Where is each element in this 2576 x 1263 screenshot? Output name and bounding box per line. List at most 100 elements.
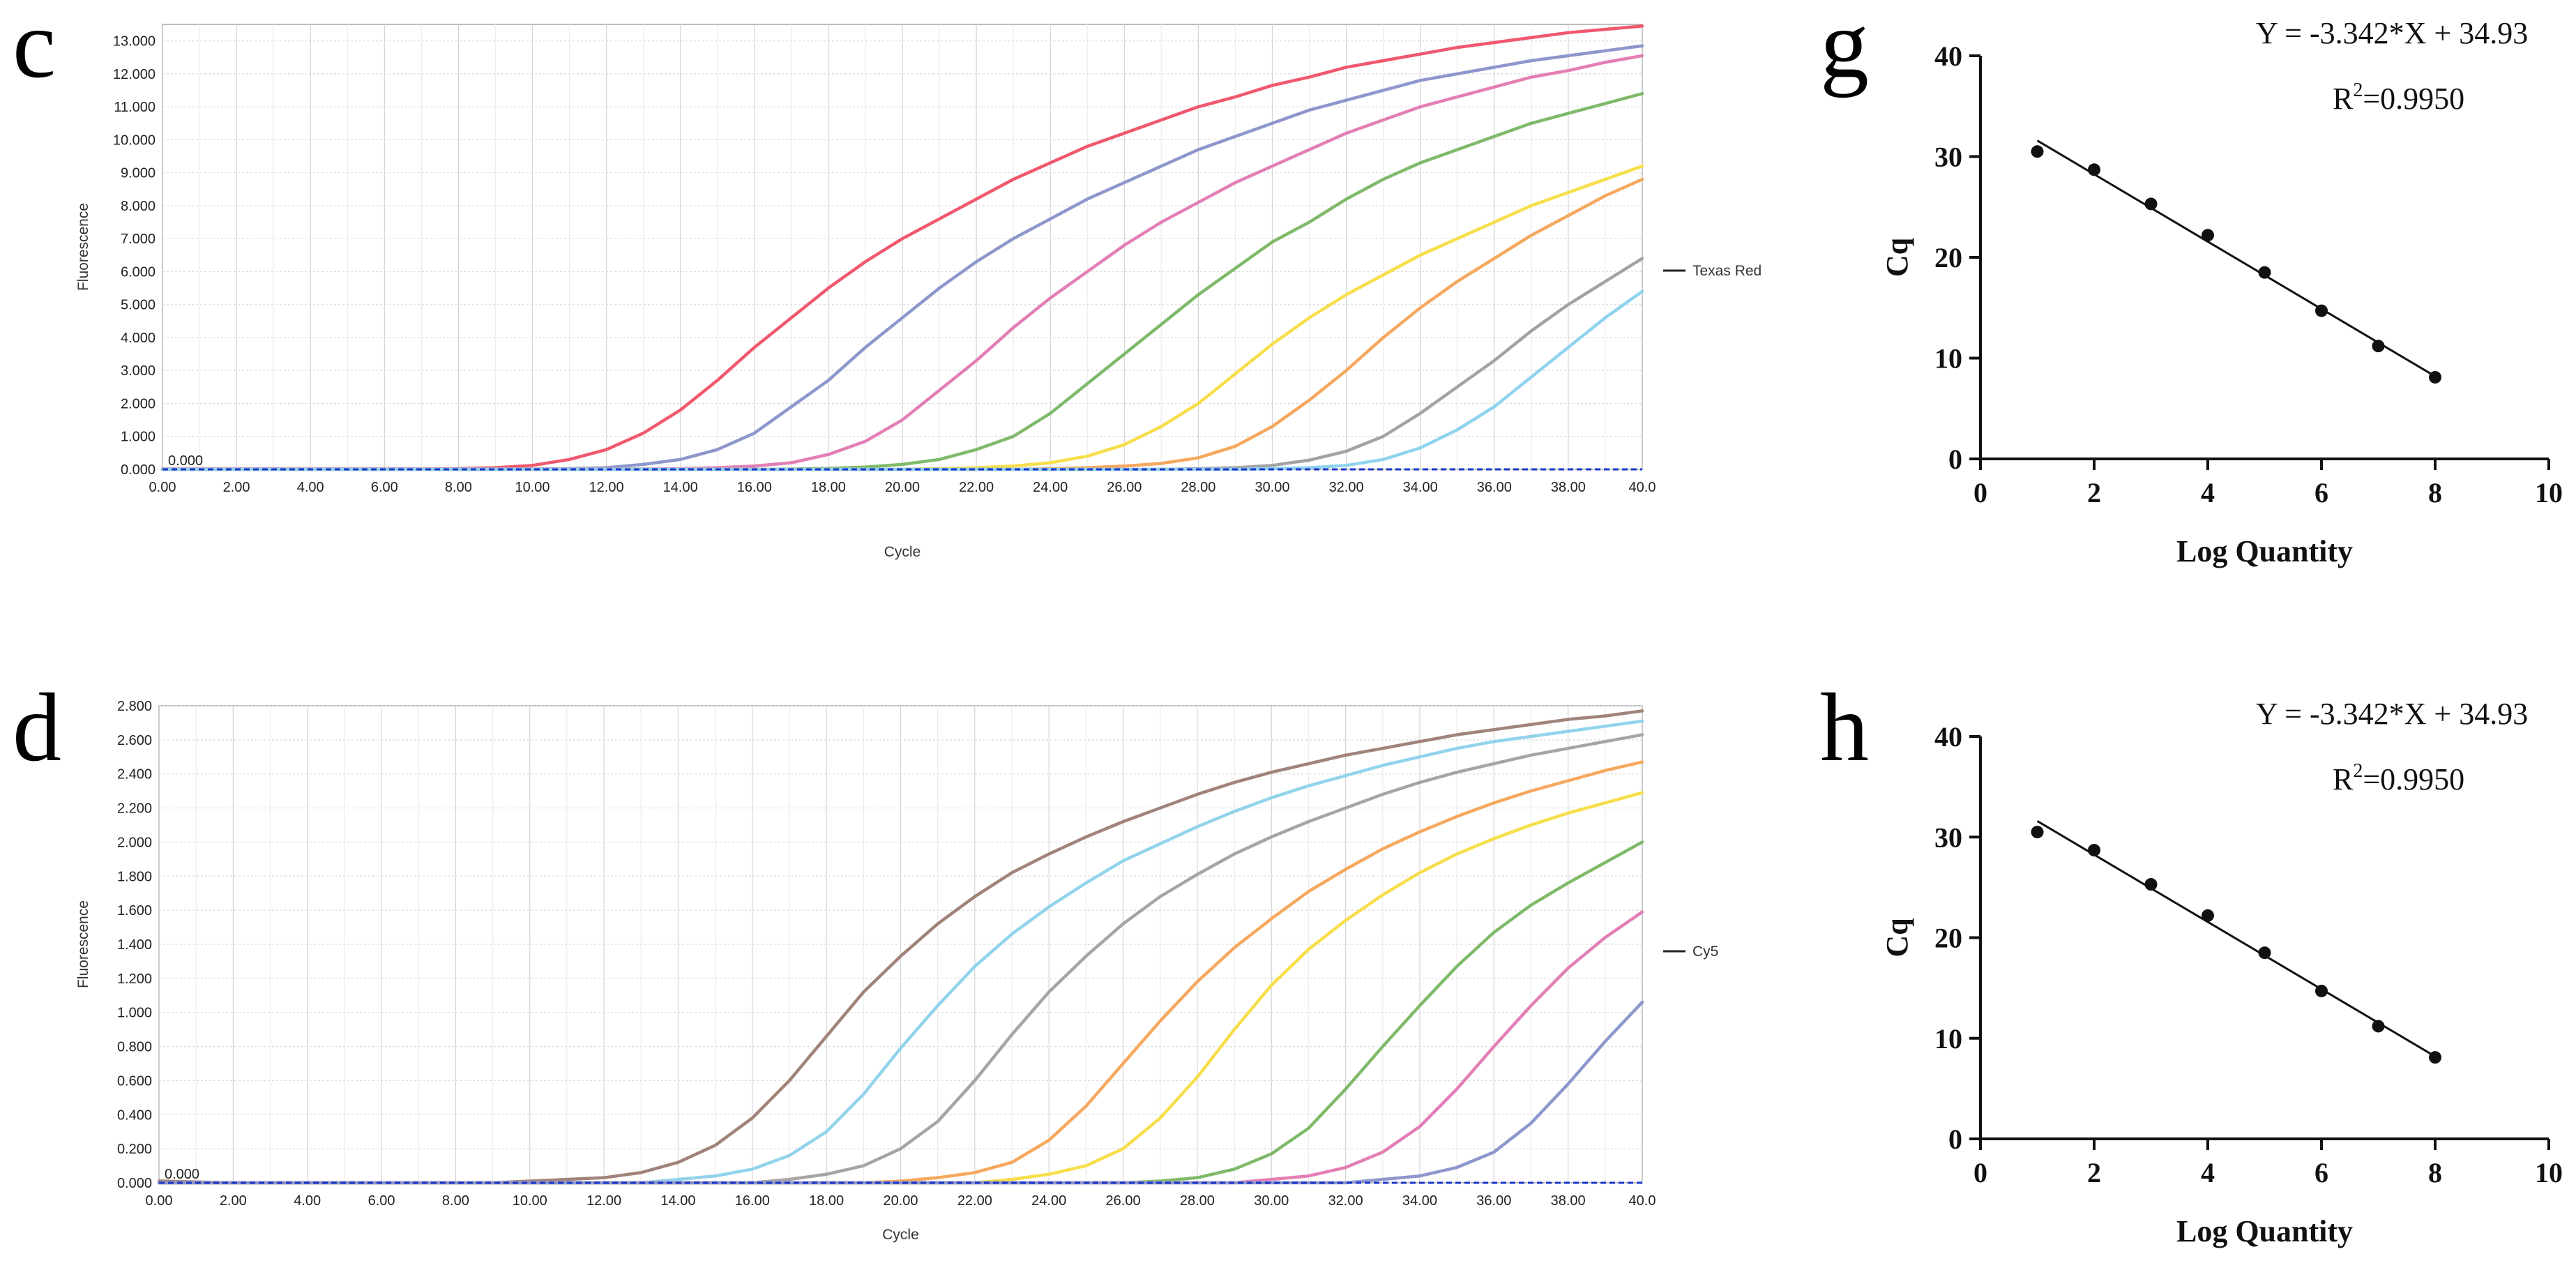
x-tick-label: 2.00	[223, 480, 250, 495]
panel-letter-d: d	[13, 674, 61, 782]
x-axis-label: Log Quantity	[2176, 1214, 2353, 1248]
x-tick-label: 2	[2087, 477, 2101, 508]
x-tick-label: 12.00	[589, 480, 624, 495]
x-tick-label: 16.00	[737, 480, 772, 495]
data-point	[2258, 266, 2271, 279]
y-tick-label: 2.000	[121, 396, 156, 411]
x-tick-label: 6	[2314, 477, 2328, 508]
r-squared-value: =0.9950	[2363, 762, 2464, 796]
x-tick-label: 38.00	[1551, 1193, 1586, 1209]
x-tick-label: 4.00	[294, 1193, 321, 1209]
x-tick-label: 24.00	[1031, 1193, 1066, 1209]
y-tick-label: 40	[1934, 721, 1962, 752]
x-tick-label: 26.00	[1106, 1193, 1141, 1209]
data-point	[2258, 946, 2271, 960]
x-tick-label: 6.00	[368, 1193, 395, 1209]
y-tick-label: 10.000	[113, 133, 156, 148]
y-tick-label: 0	[1948, 1124, 1962, 1155]
y-tick-label: 5.000	[121, 298, 156, 313]
x-axis-label: Cycle	[884, 544, 921, 560]
x-tick-label: 8.00	[442, 1193, 469, 1209]
x-tick-label: 14.00	[660, 1193, 695, 1209]
x-tick-label: 8.00	[445, 480, 472, 495]
y-tick-label: 30	[1934, 822, 1962, 853]
x-tick-label: 16.00	[735, 1193, 770, 1209]
y-tick-label: 10	[1934, 1023, 1962, 1054]
x-tick-label: 10	[2535, 477, 2563, 508]
y-tick-label: 12.000	[113, 67, 156, 82]
x-tick-label: 22.00	[957, 1193, 992, 1209]
y-tick-label: 1.800	[117, 869, 152, 884]
x-tick-label: 32.00	[1328, 1193, 1363, 1209]
x-tick-label: 4.00	[297, 480, 324, 495]
y-tick-label: 9.000	[121, 166, 156, 181]
x-tick-label: 0.00	[149, 480, 176, 495]
y-tick-label: 0.800	[117, 1040, 152, 1055]
y-tick-label: 8.000	[121, 199, 156, 214]
y-tick-label: 0.200	[117, 1142, 152, 1157]
regression-equation: Y = -3.342*X + 34.93	[2256, 697, 2528, 731]
data-point	[2372, 1020, 2385, 1033]
y-tick-label: 2.800	[117, 699, 152, 714]
x-tick-label: 2	[2087, 1157, 2101, 1188]
y-tick-label: 30	[1934, 142, 1962, 173]
x-tick-label: 10.00	[515, 480, 550, 495]
y-tick-label: 1.600	[117, 903, 152, 918]
y-axis-label: Fluorescence	[75, 203, 91, 291]
threshold-label: 0.000	[165, 1167, 199, 1182]
x-tick-label: 22.00	[959, 480, 994, 495]
y-tick-label: 20	[1934, 242, 1962, 273]
x-tick-label: 40.0	[1629, 480, 1656, 495]
y-tick-label: 1.400	[117, 937, 152, 953]
threshold-label: 0.000	[168, 453, 203, 469]
x-tick-label: 24.00	[1033, 480, 1068, 495]
amplification-plot-c: c 0.00 2.00 4.00 6.00 8.00 10.00 12.00 14.00 16.0…	[13, 0, 1761, 560]
r-squared-annotation: R2=0.9950	[2333, 760, 2464, 796]
x-tick-label: 2.00	[220, 1193, 247, 1209]
data-point	[2144, 197, 2158, 211]
data-point	[2144, 878, 2158, 891]
x-tick-label: 6	[2314, 1157, 2328, 1188]
y-tick-label: 2.200	[117, 801, 152, 817]
r-squared-annotation: R2=0.9950	[2333, 80, 2464, 116]
x-tick-label: 36.00	[1477, 480, 1512, 495]
r-squared-symbol: R	[2333, 82, 2354, 116]
regression-line	[2036, 139, 2436, 377]
data-point	[2088, 844, 2100, 857]
x-tick-label: 0.00	[146, 1193, 173, 1209]
x-tick-label: 18.00	[809, 1193, 844, 1209]
r-squared-symbol: R	[2333, 762, 2354, 796]
x-tick-label: 8	[2428, 477, 2442, 508]
y-tick-label: 0	[1948, 444, 1962, 475]
y-tick-label: 4.000	[121, 331, 156, 346]
x-tick-label: 30.00	[1254, 1193, 1289, 1209]
x-tick-label: 28.00	[1180, 1193, 1215, 1209]
data-point	[2202, 909, 2214, 922]
data-point	[2429, 1051, 2441, 1064]
legend-label: Cy5	[1692, 944, 1718, 960]
y-tick-label: 2.600	[117, 733, 152, 748]
x-axis-label: Cycle	[882, 1227, 919, 1243]
x-tick-label: 36.00	[1476, 1193, 1511, 1209]
y-tick-label: 6.000	[121, 264, 156, 280]
data-point	[2202, 229, 2214, 242]
x-tick-label: 8	[2428, 1157, 2442, 1188]
data-point	[2429, 370, 2441, 384]
x-tick-label: 34.00	[1402, 1193, 1437, 1209]
x-tick-label: 18.00	[811, 480, 846, 495]
data-point	[2031, 826, 2044, 839]
y-tick-label: 3.000	[121, 363, 156, 379]
y-tick-label: 0.000	[117, 1176, 152, 1191]
x-tick-label: 0	[1973, 1157, 1987, 1188]
x-tick-label: 6.00	[371, 480, 398, 495]
y-tick-label: 1.000	[117, 1006, 152, 1021]
x-tick-label: 4	[2201, 1157, 2215, 1188]
x-tick-label: 10.00	[513, 1193, 547, 1209]
regression-equation: Y = -3.342*X + 34.93	[2256, 16, 2528, 50]
x-tick-label: 14.00	[663, 480, 698, 495]
x-tick-label: 26.00	[1107, 480, 1142, 495]
legend-label: Texas Red	[1692, 263, 1761, 279]
